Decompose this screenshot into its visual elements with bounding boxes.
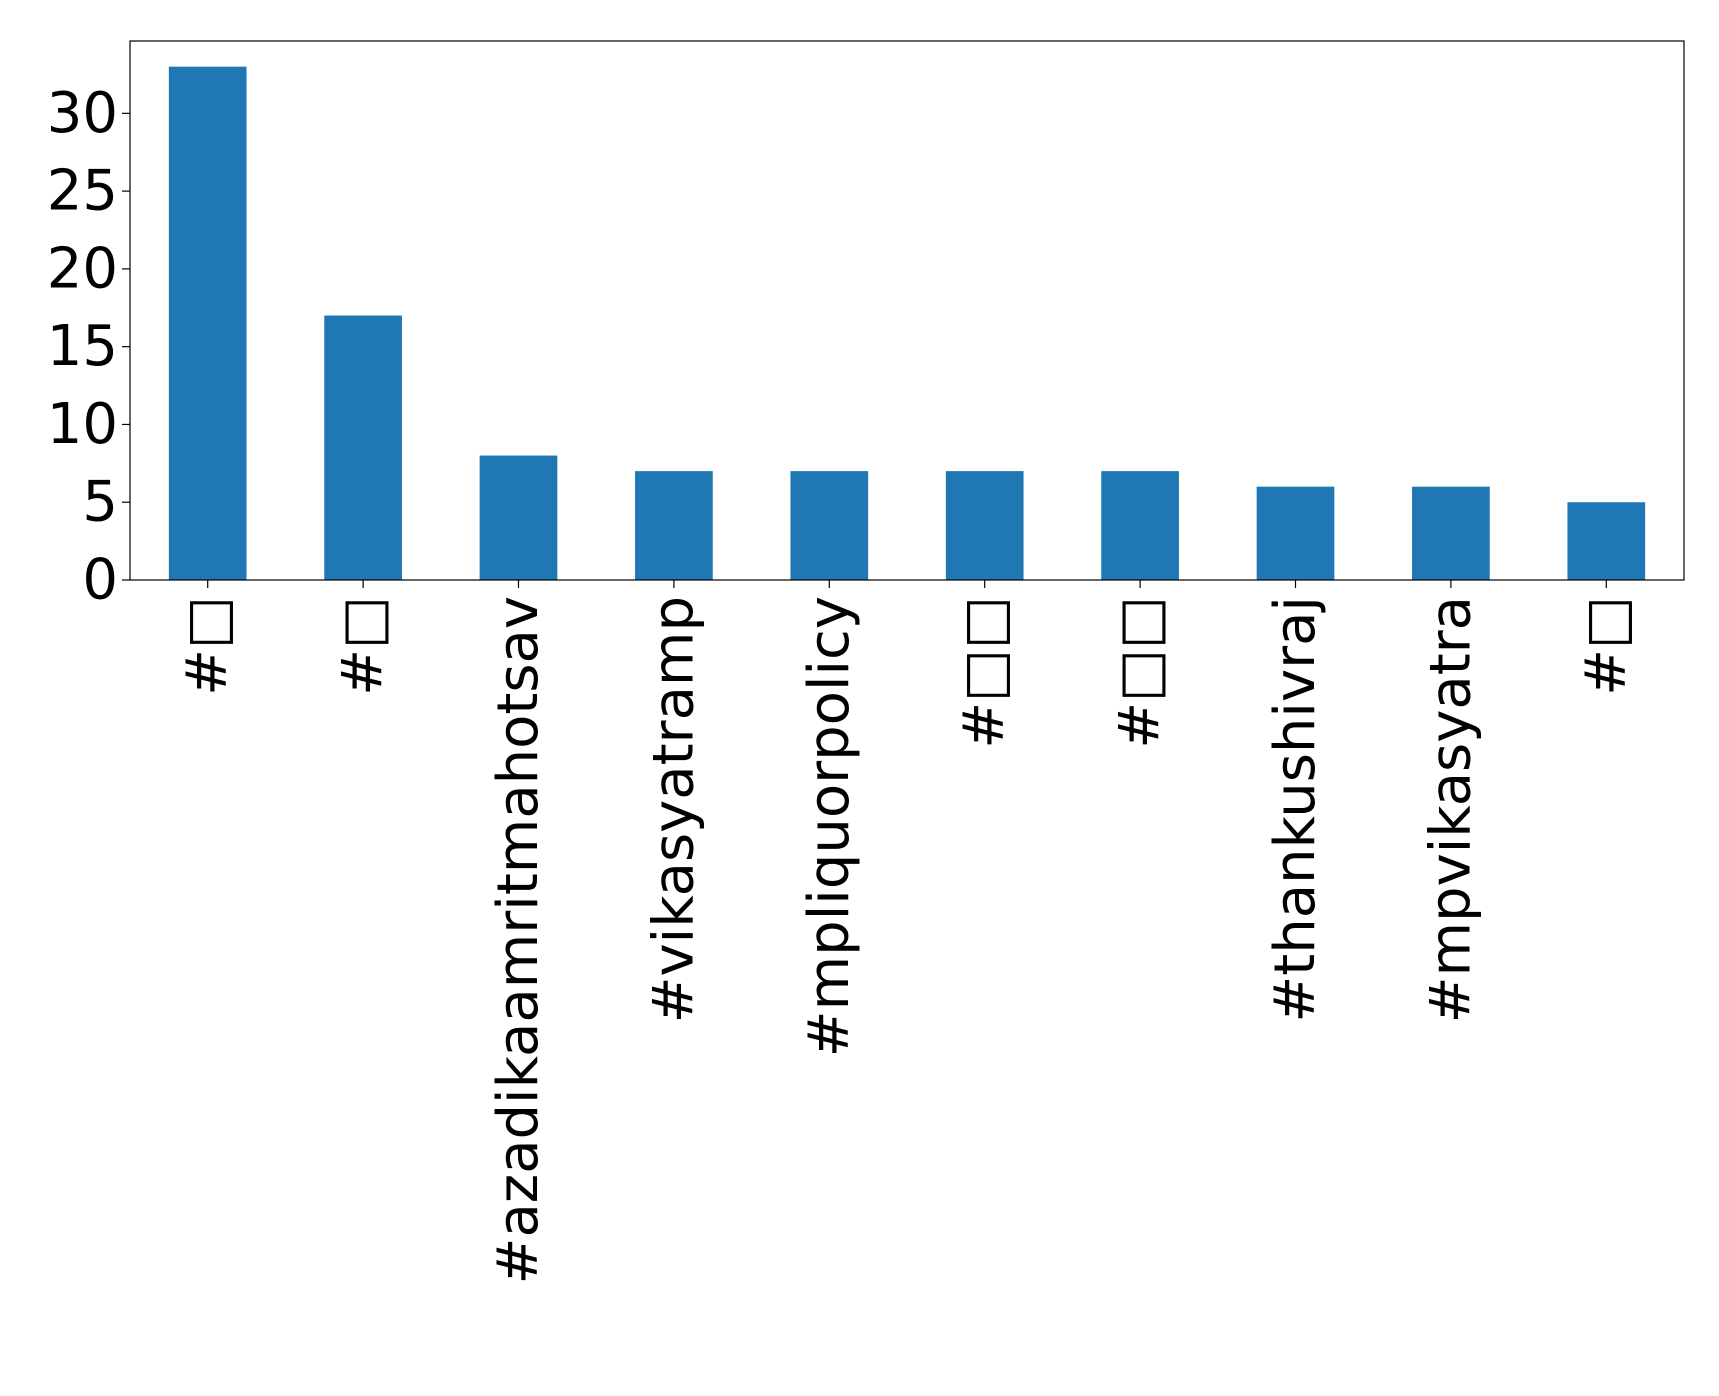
bar (1567, 502, 1646, 580)
y-tick-label: 10 (47, 392, 118, 457)
x-tick-label: #□□ (952, 596, 1017, 749)
y-tick-label: 15 (47, 314, 118, 379)
x-tick-label: #□□ (1108, 596, 1173, 749)
x-tick-label: #thankushivraj (1263, 596, 1328, 1023)
bar (168, 66, 247, 580)
bar (1101, 471, 1179, 580)
bar (479, 455, 558, 580)
bar (1256, 486, 1335, 580)
bar (945, 471, 1024, 580)
x-tick-label: #vikasyatramp (641, 596, 706, 1023)
y-tick-label: 30 (47, 81, 118, 146)
x-tick-label: #mpliquorpolicy (797, 596, 862, 1057)
bar (635, 471, 713, 580)
y-axis: 0 5 10 15 20 25 30 (47, 81, 130, 613)
x-tick-label: #□ (175, 596, 240, 696)
x-axis: #□ #□ #azadikaamritmahotsav #vikasyatramp #m… (175, 580, 1639, 1284)
y-tick-label: 5 (82, 470, 118, 535)
bar (1412, 486, 1490, 580)
x-tick-label: #mpvikasyatra (1418, 596, 1483, 1023)
x-tick-label: #□ (331, 596, 396, 696)
y-tick-label: 0 (82, 548, 118, 613)
bar (324, 315, 402, 580)
plot-frame (129, 40, 1685, 581)
bar (790, 471, 869, 580)
x-tick-label: #□ (1574, 596, 1639, 696)
bars-group (168, 66, 1646, 580)
x-tick-label: #azadikaamritmahotsav (486, 596, 551, 1284)
y-tick-label: 20 (47, 236, 118, 301)
y-tick-label: 25 (47, 159, 118, 224)
